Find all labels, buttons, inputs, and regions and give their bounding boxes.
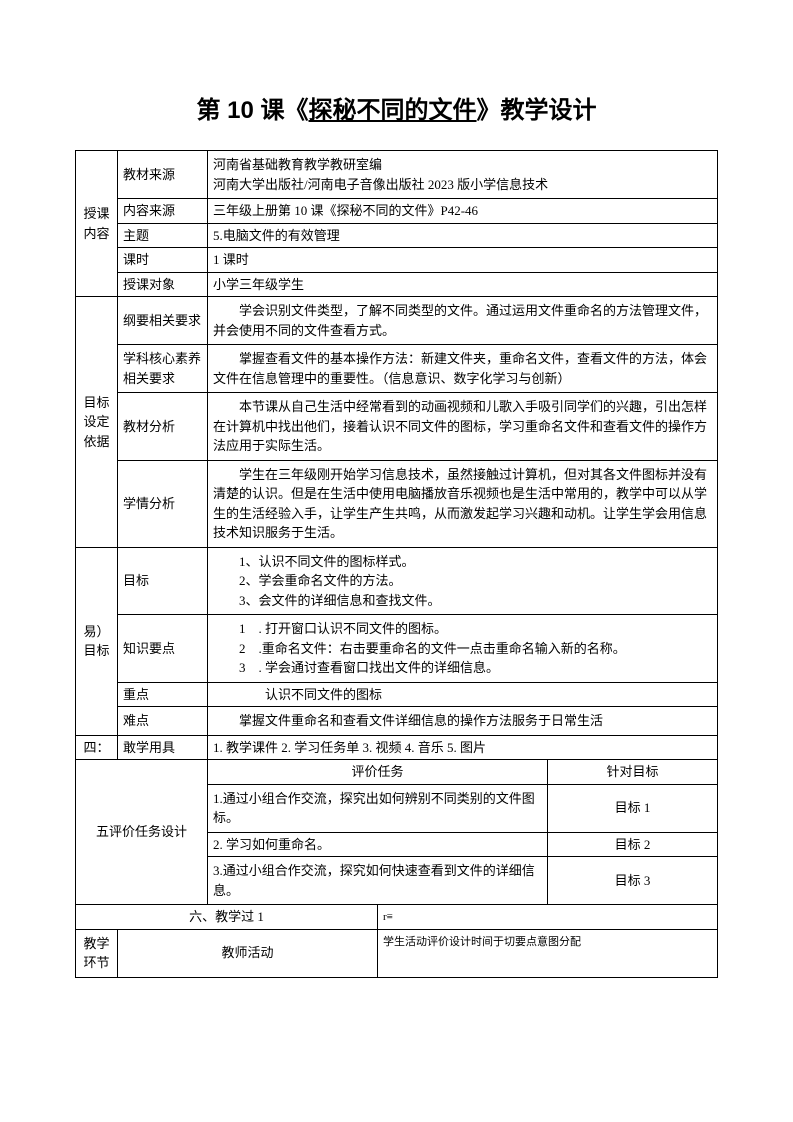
- core-text: 掌握查看文件的基本操作方法：新建文件夹，重命名文件，查看文件的方法，体会文件在信…: [208, 345, 718, 393]
- section3-header: 易）目标: [76, 547, 118, 735]
- target-label: 授课对象: [118, 272, 208, 297]
- goal-2: 2、学会重命名文件的方法。: [239, 571, 712, 591]
- content-text: 三年级上册第 10 课《探秘不同的文件》P42-46: [208, 199, 718, 224]
- title-suffix: 》教学设计: [477, 97, 597, 124]
- diff-text: 掌握文件重命名和查看文件详细信息的操作方法服务于日常生活: [208, 707, 718, 736]
- period-label: 课时: [118, 248, 208, 273]
- knowledge-3: 3 . 学会通讨查看窗口找出文件的详细信息。: [239, 658, 712, 678]
- student-label: 学情分析: [118, 460, 208, 547]
- section6-header: 六、教学过 1: [76, 905, 378, 930]
- student-text: 学生在三年级刚开始学习信息技术，虽然接触过计算机，但对其各文件图标并没有清楚的认…: [208, 460, 718, 547]
- knowledge-2: 2 .重命名文件：右击要重命名的文件一点击重命名输入新的名称。: [239, 639, 712, 659]
- source-text: 河南省基础教育教学教研室编 河南大学出版社/河南电子音像出版社 2023 版小学…: [208, 151, 718, 199]
- section2-header: 目标设定依据: [76, 297, 118, 548]
- outline-label: 纲要相关要求: [118, 297, 208, 345]
- topic-label: 主题: [118, 223, 208, 248]
- section1-header: 授课内容: [76, 151, 118, 297]
- eval-task-header: 评价任务: [208, 760, 548, 785]
- teacher-activity-label: 教师活动: [118, 929, 378, 977]
- title-prefix: 第 10 课《: [196, 97, 308, 124]
- content-label: 内容来源: [118, 199, 208, 224]
- eval-task2: 2. 学习如何重命名。: [208, 832, 548, 857]
- goal-text: 1、认识不同文件的图标样式。 2、学会重命名文件的方法。 3、会文件的详细信息和…: [208, 547, 718, 615]
- diff-label: 难点: [118, 707, 208, 736]
- section4-header: 四：: [76, 735, 118, 760]
- key-text: 认识不同文件的图标: [208, 682, 718, 707]
- knowledge-text: 1 . 打开窗口认识不同文件的图标。 2 .重命名文件：右击要重命名的文件一点击…: [208, 615, 718, 683]
- material-text: 本节课从自己生活中经常看到的动画视频和儿歌入手吸引同学们的兴趣，引出怎样在计算机…: [208, 393, 718, 461]
- goal-label: 目标: [118, 547, 208, 615]
- section5-header: 五评价任务设计: [76, 760, 208, 905]
- target-text: 小学三年级学生: [208, 272, 718, 297]
- eval-target2: 目标 2: [548, 832, 718, 857]
- knowledge-1: 1 . 打开窗口认识不同文件的图标。: [239, 619, 712, 639]
- section6-mark: r≡: [378, 905, 718, 930]
- material-label: 教材分析: [118, 393, 208, 461]
- source-label: 教材来源: [118, 151, 208, 199]
- tools-text: 1. 教学课件 2. 学习任务单 3. 视频 4. 音乐 5. 图片: [208, 735, 718, 760]
- goal-1: 1、认识不同文件的图标样式。: [239, 552, 712, 572]
- lesson-plan-table: 授课内容 教材来源 河南省基础教育教学教研室编 河南大学出版社/河南电子音像出版…: [75, 150, 718, 978]
- topic-text: 5.电脑文件的有效管理: [208, 223, 718, 248]
- tools-label: 敢学用具: [118, 735, 208, 760]
- eval-target1: 目标 1: [548, 784, 718, 832]
- eval-task1: 1.通过小组合作交流，探究出如何辨别不同类别的文件图标。: [208, 784, 548, 832]
- key-label: 重点: [118, 682, 208, 707]
- goal-3: 3、会文件的详细信息和查找文件。: [239, 591, 712, 611]
- title-underlined: 探秘不同的文件: [309, 97, 477, 124]
- eval-target-header: 针对目标: [548, 760, 718, 785]
- core-label: 学科核心素养相关要求: [118, 345, 208, 393]
- period-text: 1 课时: [208, 248, 718, 273]
- eval-task3: 3.通过小组合作交流，探究如何快速查看到文件的详细信息。: [208, 857, 548, 905]
- student-activity-label: 学生活动评价设计时间于切要点意图分配: [378, 929, 718, 977]
- document-title: 第 10 课《探秘不同的文件》教学设计: [75, 90, 718, 125]
- stage-label: 教学环节: [76, 929, 118, 977]
- outline-text: 学会识别文件类型，了解不同类型的文件。通过运用文件重命名的方法管理文件，并会使用…: [208, 297, 718, 345]
- knowledge-label: 知识要点: [118, 615, 208, 683]
- eval-target3: 目标 3: [548, 857, 718, 905]
